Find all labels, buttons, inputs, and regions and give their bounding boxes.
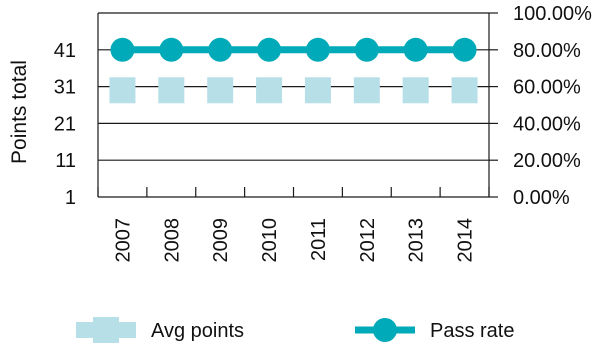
x-tick-label: 2008	[161, 218, 183, 263]
avg-points-marker	[353, 77, 380, 104]
x-tick-label: 2010	[259, 218, 281, 263]
x-tick-label: 2011	[308, 218, 330, 261]
legend-label: Pass rate	[430, 320, 514, 342]
x-tick-label: 2013	[406, 218, 428, 263]
legend-label: Avg points	[151, 320, 244, 342]
left-tick-label: 1	[65, 187, 76, 209]
avg-points-marker	[207, 77, 234, 104]
pass-rate-point	[305, 37, 330, 62]
avg-points-marker	[304, 77, 331, 104]
pass-rate-point	[403, 37, 428, 62]
right-tick-label: 100.00%	[513, 3, 592, 25]
pass-rate-point	[257, 37, 282, 62]
avg-points-marker	[109, 77, 136, 104]
pass-rate-point	[110, 37, 135, 62]
grid-lines	[98, 49, 489, 161]
right-tick-label: 80.00%	[513, 40, 581, 62]
avg-points-marker	[451, 77, 478, 104]
x-tick-label: 2009	[210, 218, 232, 263]
pass-rate-point	[354, 37, 379, 62]
x-axis: 2007 2008 2009 2010 2011 2012 2013 2014	[97, 187, 490, 263]
right-tick-label: 0.00%	[513, 187, 570, 209]
avg-points-marker	[402, 77, 429, 104]
series	[109, 37, 478, 104]
right-tick-label: 20.00%	[513, 150, 581, 172]
left-tick-label: 41	[54, 40, 76, 62]
left-tick-label: 21	[54, 113, 76, 135]
right-tick-label: 60.00%	[513, 77, 581, 99]
y-axis-title: Points total	[8, 60, 31, 164]
legend-marker-pass-rate	[373, 318, 397, 342]
avg-points-marker	[256, 77, 283, 104]
x-tick-label: 2007	[112, 218, 134, 263]
x-tick-label: 2014	[455, 218, 477, 263]
right-axis: 0.00% 20.00% 40.00% 60.00% 80.00% 100.00%	[488, 3, 592, 209]
pass-rate-point	[452, 37, 477, 62]
pass-rate-point	[159, 37, 184, 62]
left-tick-label: 31	[54, 77, 76, 99]
legend: Avg points Pass rate	[76, 317, 514, 343]
plot-frame	[97, 12, 489, 198]
x-tick-label: 2012	[357, 218, 379, 263]
right-tick-label: 40.00%	[513, 113, 581, 135]
pass-rate-point	[208, 37, 233, 62]
left-tick-label: 11	[55, 150, 76, 172]
legend-marker-avg-points	[93, 317, 119, 343]
avg-points-marker	[158, 77, 185, 104]
